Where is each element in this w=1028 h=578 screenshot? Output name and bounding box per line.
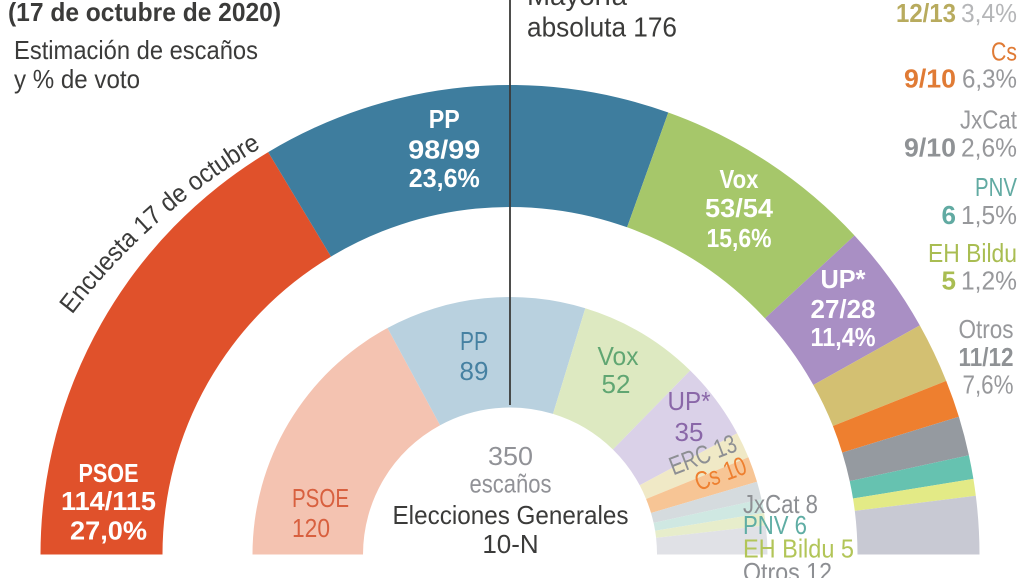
- svg-text:2,6%: 2,6%: [961, 133, 1017, 163]
- svg-text:23,6%: 23,6%: [409, 163, 480, 193]
- svg-text:EH Bildu 5: EH Bildu 5: [743, 534, 854, 564]
- svg-text:Otros 12: Otros 12: [743, 557, 832, 578]
- svg-text:15,6%: 15,6%: [707, 223, 772, 253]
- svg-text:EH Bildu: EH Bildu: [928, 238, 1017, 268]
- svg-text:PNV 6: PNV 6: [743, 510, 807, 540]
- svg-text:Vox: Vox: [598, 341, 639, 371]
- svg-text:3,4%: 3,4%: [961, 0, 1017, 28]
- svg-text:PSOE: PSOE: [292, 483, 349, 513]
- svg-text:Elecciones Generales: Elecciones Generales: [393, 500, 629, 530]
- svg-text:absoluta 176: absoluta 176: [527, 12, 677, 43]
- svg-text:y % de voto: y % de voto: [14, 64, 140, 94]
- svg-text:10-N: 10-N: [482, 529, 538, 559]
- svg-text:escaños: escaños: [470, 469, 552, 499]
- svg-text:9/10: 9/10: [904, 64, 956, 94]
- svg-text:7,6%: 7,6%: [963, 370, 1014, 400]
- svg-text:6: 6: [942, 200, 956, 230]
- svg-text:53/54: 53/54: [705, 193, 774, 223]
- svg-text:27,0%: 27,0%: [70, 516, 147, 546]
- svg-text:9/10: 9/10: [904, 133, 956, 163]
- svg-text:PNV: PNV: [975, 172, 1018, 202]
- svg-text:35: 35: [675, 417, 704, 447]
- svg-text:114/115: 114/115: [61, 486, 156, 516]
- svg-text:350: 350: [488, 441, 533, 471]
- svg-text:Mayoría: Mayoría: [527, 0, 627, 11]
- svg-text:120: 120: [292, 513, 330, 543]
- svg-text:UP*: UP*: [668, 386, 711, 416]
- svg-text:(17 de octubre de 2020): (17 de octubre de 2020): [8, 0, 281, 27]
- svg-text:Vox: Vox: [720, 164, 759, 194]
- svg-text:PP: PP: [460, 326, 488, 356]
- svg-text:11/12: 11/12: [959, 342, 1014, 372]
- svg-text:27/28: 27/28: [811, 294, 876, 324]
- svg-text:PP: PP: [429, 104, 460, 134]
- svg-text:98/99: 98/99: [408, 134, 480, 164]
- svg-text:Cs: Cs: [991, 37, 1017, 67]
- svg-text:Otros: Otros: [959, 314, 1014, 344]
- svg-text:JxCat 8: JxCat 8: [743, 489, 818, 519]
- svg-text:12/13: 12/13: [896, 0, 956, 28]
- svg-text:Estimación de escaños: Estimación de escaños: [14, 35, 258, 65]
- svg-text:1,5%: 1,5%: [961, 200, 1017, 230]
- svg-text:52: 52: [602, 369, 631, 399]
- svg-text:UP*: UP*: [821, 264, 867, 294]
- svg-text:11,4%: 11,4%: [811, 322, 876, 352]
- svg-text:JxCat: JxCat: [960, 105, 1018, 135]
- svg-text:6,3%: 6,3%: [962, 64, 1017, 94]
- svg-text:1,2%: 1,2%: [961, 266, 1017, 296]
- svg-text:PSOE: PSOE: [79, 458, 139, 488]
- svg-text:5: 5: [942, 266, 956, 296]
- svg-text:89: 89: [460, 356, 489, 386]
